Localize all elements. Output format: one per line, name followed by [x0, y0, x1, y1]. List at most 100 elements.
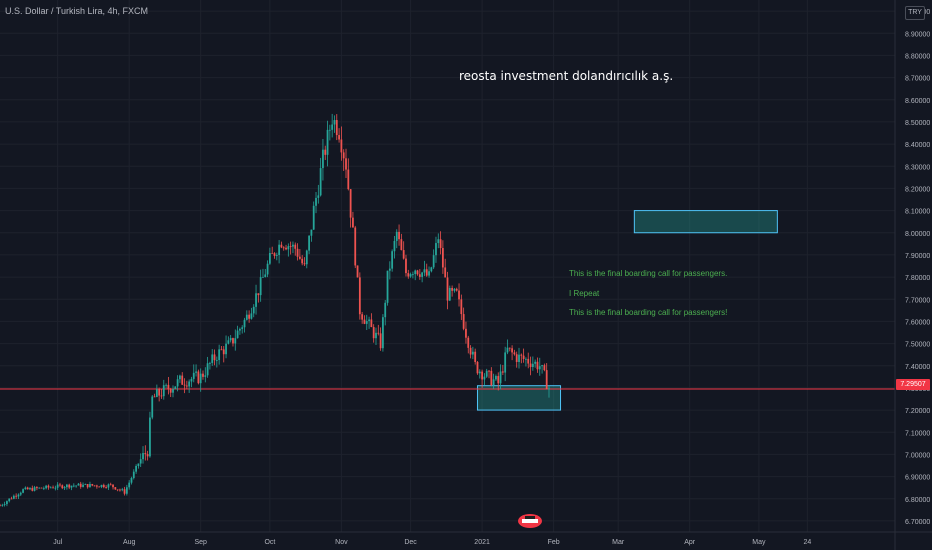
- candle-body: [398, 231, 400, 240]
- candle-body: [151, 396, 154, 418]
- candle-body: [232, 338, 234, 344]
- candle-body: [409, 274, 412, 277]
- candle-body: [49, 487, 52, 489]
- candle-body: [139, 459, 142, 464]
- zone-box-2[interactable]: [633, 210, 778, 234]
- candle-body: [518, 354, 520, 362]
- candle-body: [372, 327, 375, 339]
- candle-body: [308, 235, 310, 251]
- candle-body: [31, 488, 34, 491]
- candle-body: [257, 293, 260, 296]
- candle-body: [545, 370, 548, 390]
- candle-body: [421, 272, 424, 277]
- candle-body: [190, 378, 193, 382]
- candle-body: [439, 239, 442, 249]
- candle-body: [285, 247, 287, 250]
- candle-body: [400, 239, 403, 251]
- candle-body: [377, 332, 380, 334]
- candle-body: [33, 487, 36, 491]
- candle-body: [370, 319, 373, 328]
- headline-annotation: reosta investment dolandırıcılık a.ş.: [459, 69, 674, 83]
- candle-body: [218, 349, 221, 361]
- candle-body: [89, 484, 91, 488]
- candle-body: [441, 248, 444, 268]
- candle-body: [77, 483, 80, 486]
- candle-body: [312, 205, 315, 230]
- candle-body: [149, 417, 151, 457]
- candle-body: [531, 363, 534, 368]
- candle-body: [68, 484, 71, 488]
- candle-body: [451, 287, 454, 291]
- candle-body: [527, 358, 530, 364]
- candle-body: [114, 487, 117, 490]
- candle-body: [448, 287, 451, 301]
- candle-body: [548, 388, 550, 390]
- candle-body: [79, 483, 82, 487]
- candle-body: [65, 484, 68, 488]
- candle-body: [471, 351, 474, 355]
- time-tick-label: Jul: [53, 539, 62, 546]
- candles: [0, 113, 550, 507]
- candle-body: [116, 489, 119, 491]
- candle-body: [227, 340, 230, 344]
- price-tick-label: 7.70000: [905, 297, 930, 304]
- candle-body: [181, 375, 184, 385]
- candle-body: [333, 119, 336, 125]
- candle-body: [84, 484, 87, 485]
- candle-body: [195, 371, 197, 373]
- candle-body: [444, 267, 447, 278]
- candle-body: [15, 495, 18, 497]
- candle-body: [275, 254, 278, 256]
- candle-body: [405, 258, 407, 274]
- candle-body: [160, 395, 163, 397]
- candle-body: [345, 158, 347, 170]
- candle-body: [72, 485, 75, 487]
- candle-body: [165, 384, 167, 386]
- candle-body: [222, 349, 225, 355]
- price-tick-label: 8.60000: [905, 98, 930, 105]
- candle-body: [40, 487, 43, 489]
- currency-badge[interactable]: TRY: [905, 6, 925, 20]
- candle-body: [497, 376, 500, 384]
- candle-body: [481, 371, 484, 380]
- chart-zones: [476, 210, 778, 411]
- candle-body: [211, 354, 214, 363]
- candle-body: [425, 269, 428, 276]
- candle-body: [262, 276, 264, 278]
- candle-body: [243, 319, 246, 328]
- candle-body: [188, 381, 191, 387]
- candle-body: [6, 501, 8, 505]
- candle-body: [128, 482, 131, 488]
- candle-body: [245, 314, 248, 320]
- candle-body: [10, 498, 13, 500]
- candle-body: [167, 384, 170, 390]
- candle-body: [17, 494, 20, 497]
- current-price-tag: 7.29507: [896, 379, 930, 390]
- candle-body: [515, 354, 518, 362]
- candle-body: [386, 270, 389, 303]
- note-annotation-1: This is the final boarding call for pass…: [569, 269, 728, 278]
- candle-body: [19, 492, 22, 495]
- price-axis: 6.70000 6.80000 6.90000 7.00000 7.10000 7.200…: [894, 0, 930, 550]
- candle-body: [418, 274, 421, 277]
- candle-body: [315, 197, 317, 206]
- candle-body: [310, 229, 313, 236]
- candle-body: [326, 129, 329, 155]
- candle-body: [29, 488, 31, 490]
- candle-body: [423, 269, 426, 273]
- candle-body: [204, 375, 207, 377]
- candle-body: [354, 227, 357, 266]
- candle-body: [225, 343, 227, 355]
- candle-body: [82, 484, 84, 487]
- candle-body: [416, 270, 419, 275]
- candle-body: [0, 505, 1, 507]
- candle-body: [538, 366, 541, 370]
- time-tick-label: May: [752, 539, 766, 546]
- price-tick-label: 7.40000: [905, 364, 930, 371]
- zone-box-1[interactable]: [476, 385, 562, 411]
- candle-body: [478, 371, 481, 374]
- price-tick-label: 8.70000: [905, 76, 930, 83]
- candle-body: [322, 149, 324, 169]
- candle-body: [130, 478, 133, 483]
